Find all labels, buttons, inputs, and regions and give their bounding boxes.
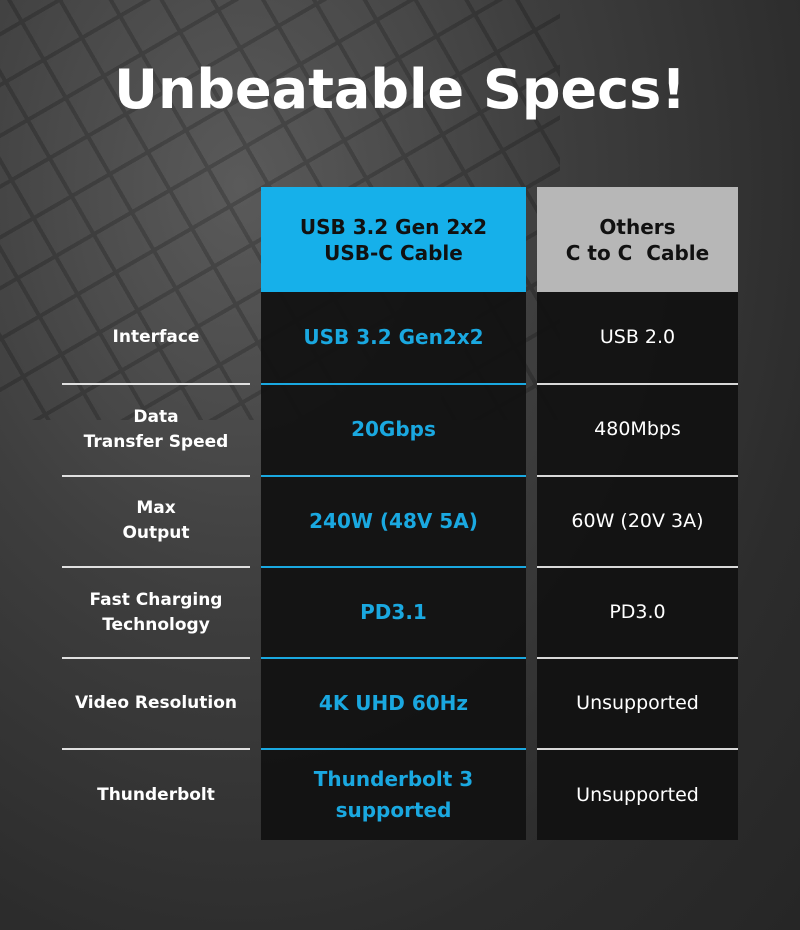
cell-value: 480Mbps xyxy=(594,418,681,441)
cell-value: USB 3.2 Gen2x2 xyxy=(303,325,484,350)
others-column-header: Others C to C Cable xyxy=(537,187,738,292)
cell-value: 4K UHD 60Hz xyxy=(318,691,469,716)
row-label: Max Output xyxy=(62,474,250,566)
others-cell: 480Mbps xyxy=(537,383,738,475)
others-cell: Unsupported xyxy=(537,748,738,840)
product-cell: 4K UHD 60Hz xyxy=(261,657,526,749)
others-cell: 60W (20V 3A) xyxy=(537,474,738,566)
others-column: Others C to C Cable USB 2.0 480Mbps 60W (… xyxy=(537,187,738,840)
row-label: Interface xyxy=(112,327,200,348)
cell-value: Unsupported xyxy=(576,692,699,715)
row-label: Fast Charging Technology xyxy=(62,565,250,657)
product-cell: 240W (48V 5A) xyxy=(261,474,526,566)
product-cell: USB 3.2 Gen2x2 xyxy=(261,292,526,384)
cell-value: 60W (20V 3A) xyxy=(571,509,704,532)
header-line: Others xyxy=(599,214,676,239)
row-label: Video Resolution xyxy=(62,657,250,748)
cell-value: Unsupported xyxy=(576,783,699,806)
cell-value: PD3.0 xyxy=(609,601,666,624)
row-label: Thunderbolt xyxy=(62,748,250,839)
product-column-header: USB 3.2 Gen 2x2 USB-C Cable xyxy=(261,187,526,292)
row-labels: Interface Data Transfer Speed Max Output… xyxy=(62,292,250,840)
product-column: USB 3.2 Gen 2x2 USB-C Cable USB 3.2 Gen2x… xyxy=(261,187,526,840)
cell-value: Thunderbolt 3 supported xyxy=(313,767,474,823)
others-cell: Unsupported xyxy=(537,657,738,749)
product-cell: PD3.1 xyxy=(261,565,526,658)
product-cell: 20Gbps xyxy=(261,383,526,475)
others-cell: PD3.0 xyxy=(537,565,738,658)
cell-value: 20Gbps xyxy=(351,417,436,442)
header-line: USB 3.2 Gen 2x2 xyxy=(299,214,488,239)
cell-value: 240W (48V 5A) xyxy=(309,508,478,533)
header-line: C to C Cable xyxy=(565,240,710,265)
cell-value: PD3.1 xyxy=(360,600,427,625)
page-title: Unbeatable Specs! xyxy=(114,58,686,121)
product-cell: Thunderbolt 3 supported xyxy=(261,748,526,840)
header-line: USB-C Cable xyxy=(324,240,463,265)
row-label: Data Transfer Speed xyxy=(62,383,250,474)
others-cell: USB 2.0 xyxy=(537,292,738,384)
cell-value: USB 2.0 xyxy=(599,326,676,349)
